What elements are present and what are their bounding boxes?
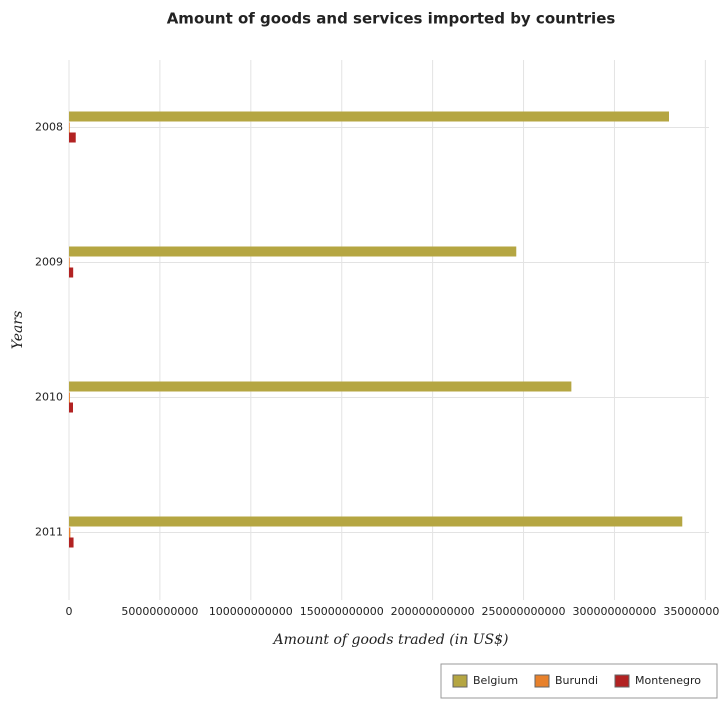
bar [69, 516, 683, 527]
bar [69, 537, 74, 548]
x-tick-label: 350000000000 [663, 605, 719, 618]
x-tick-label: 250000000000 [482, 605, 566, 618]
legend-swatch [452, 674, 468, 688]
bar [69, 132, 76, 143]
x-axis-title: Amount of goods traded (in US$) [272, 632, 509, 648]
x-tick-label: 300000000000 [572, 605, 656, 618]
y-tick-label: 2009 [35, 256, 63, 269]
bar [69, 527, 71, 538]
bar [69, 246, 517, 257]
legend-swatch [534, 674, 550, 688]
bar [69, 267, 74, 278]
legend-label: Belgium [473, 674, 518, 687]
y-tick-label: 2008 [35, 121, 63, 134]
legend-box [440, 663, 718, 699]
chart-title: Amount of goods and services imported by… [167, 10, 616, 28]
y-tick-label: 2011 [35, 526, 63, 539]
y-axis-title: Years [10, 311, 26, 350]
bar [69, 122, 70, 133]
bar [69, 111, 669, 122]
bar [69, 392, 70, 403]
legend-label: Montenegro [635, 674, 701, 687]
x-tick-label: 50000000000 [121, 605, 198, 618]
bar [69, 257, 70, 268]
legend-label: Burundi [555, 674, 598, 687]
y-tick-label: 2010 [35, 391, 63, 404]
legend-swatch [614, 674, 630, 688]
x-tick-label: 100000000000 [209, 605, 293, 618]
x-tick-label: 200000000000 [391, 605, 475, 618]
x-tick-label: 0 [66, 605, 73, 618]
x-tick-label: 150000000000 [300, 605, 384, 618]
bar [69, 381, 572, 392]
bar [69, 402, 73, 413]
